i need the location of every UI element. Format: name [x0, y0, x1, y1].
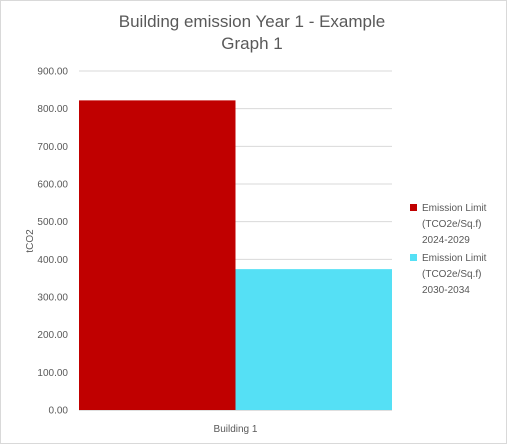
x-tick-label: Building 1 [214, 424, 258, 435]
legend-swatch-2 [410, 254, 417, 261]
y-tick-label: 900.00 [37, 67, 68, 78]
chart-title: Building emission Year 1 - Example Graph… [119, 12, 385, 53]
legend-label-1: Emission Limit [422, 203, 487, 214]
y-tick-label: 0.00 [49, 406, 69, 417]
y-tick-label: 100.00 [37, 368, 68, 379]
y-axis-ticks: 0.00 100.00 200.00 300.00 400.00 500.00 600.00… [37, 67, 68, 417]
bars [79, 100, 392, 410]
y-tick-label: 800.00 [37, 104, 68, 115]
legend-label-2: (TCO2e/Sq.f) [422, 269, 481, 280]
legend-label-1: 2024-2029 [422, 235, 470, 246]
chart-title-line-2: Graph 1 [221, 34, 282, 53]
y-tick-label: 400.00 [37, 255, 68, 266]
legend-label-1: (TCO2e/Sq.f) [422, 219, 481, 230]
y-tick-label: 200.00 [37, 330, 68, 341]
chart-title-line-1: Building emission Year 1 - Example [119, 12, 385, 31]
legend-swatch-1 [410, 204, 417, 211]
x-axis-ticks: Building 1 [214, 424, 258, 435]
legend: Emission Limit (TCO2e/Sq.f) 2024-2029 Emiss… [410, 203, 487, 296]
y-tick-label: 700.00 [37, 142, 68, 153]
legend-label-2: 2030-2034 [422, 285, 470, 296]
y-tick-label: 600.00 [37, 180, 68, 191]
y-axis-label: tCO2 [25, 229, 36, 253]
bar-series-1 [79, 100, 236, 410]
y-tick-label: 500.00 [37, 217, 68, 228]
bar-series-2 [235, 269, 392, 410]
legend-label-2: Emission Limit [422, 253, 487, 264]
y-tick-label: 300.00 [37, 293, 68, 304]
